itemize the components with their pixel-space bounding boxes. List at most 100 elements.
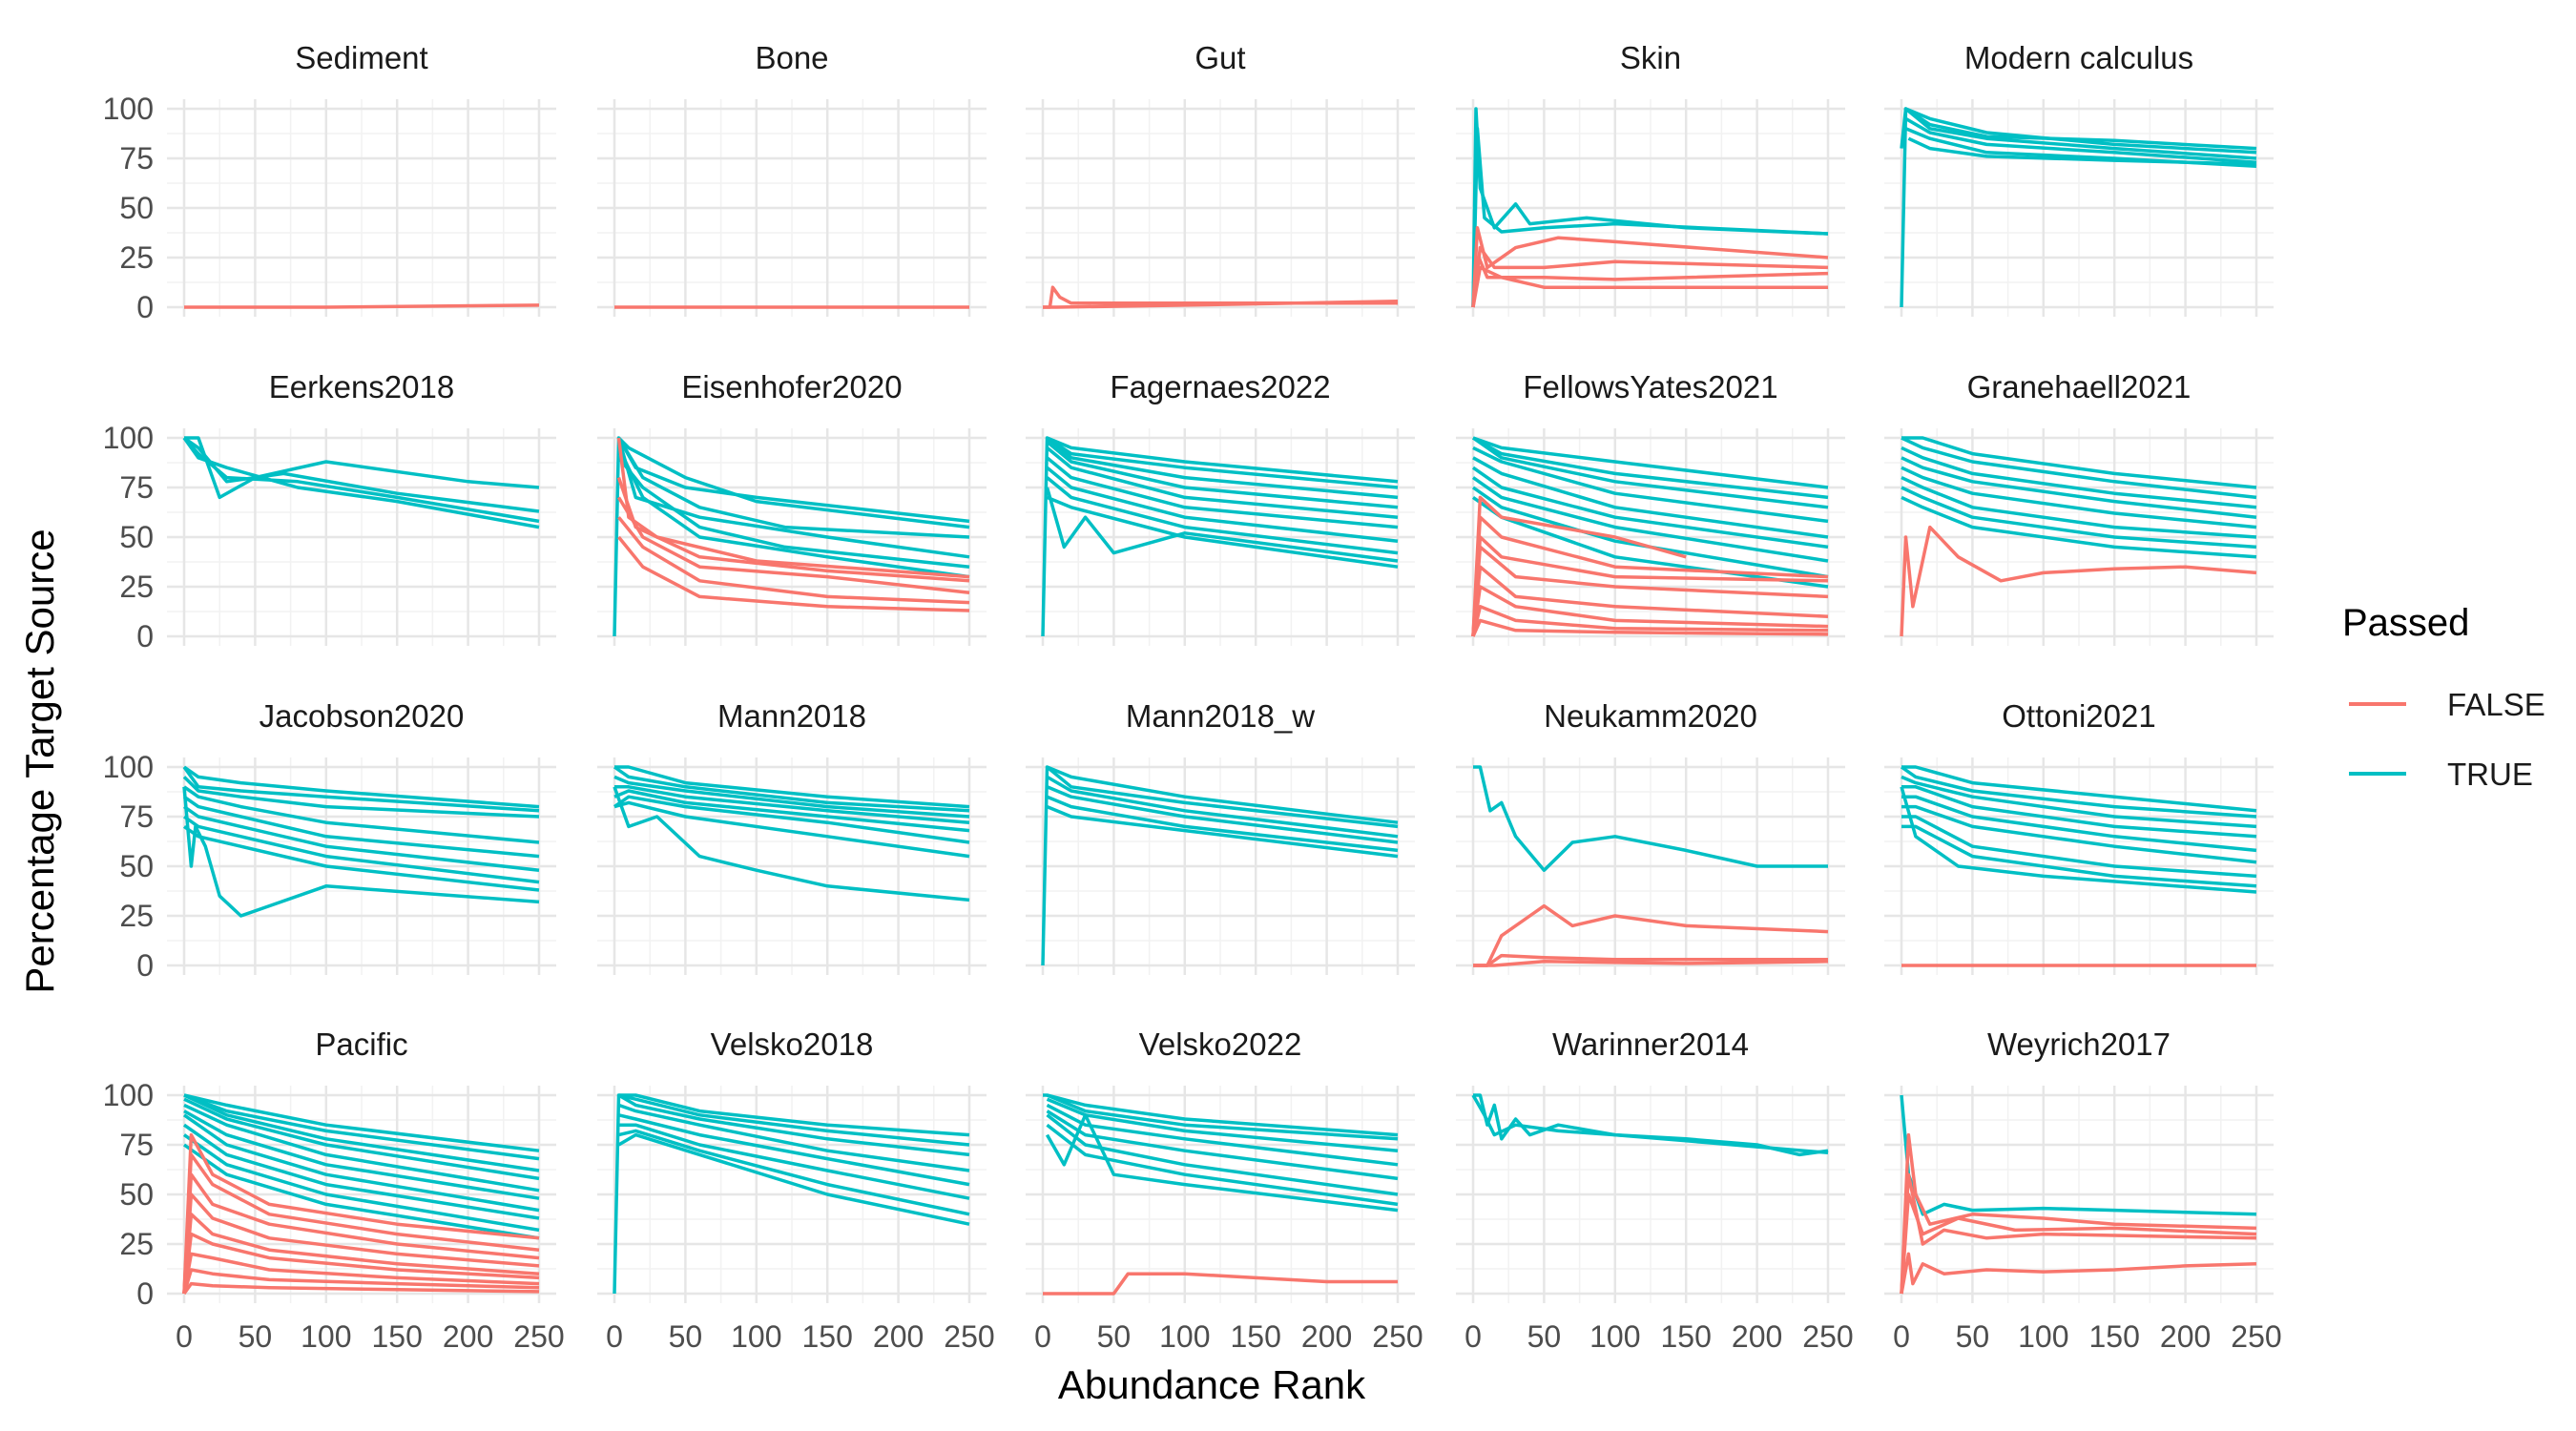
series-line-false [182,1281,540,1296]
x-tick-label: 50 [669,1319,703,1354]
y-tick-label: 100 [103,750,154,784]
x-tick-label: 0 [1893,1319,1910,1354]
facet-granehaell2021: Granehaell2021 [1884,369,2274,646]
series-line-false [1900,1172,2257,1295]
series-line-false [617,535,970,612]
series-line-true [1046,1097,1399,1152]
y-tick-label: 0 [136,948,154,983]
series-line-true [183,1110,540,1200]
series-line-true [1046,495,1399,569]
series-line-true [1046,775,1399,839]
facet-eisenhofer2020: Eisenhofer2020 [597,369,987,646]
series-line-true [616,446,970,579]
series-line-true [1041,765,1399,966]
y-tick-label: 50 [119,520,154,554]
series-line-true [1901,804,2257,864]
series-line-false [182,1232,540,1295]
series-line-true [1901,456,2257,519]
series-line-true [1046,1093,1399,1141]
facet-title: Bone [755,40,828,75]
series-line-true [1471,476,1829,563]
y-tick-label: 50 [119,191,154,225]
series-line-false [1900,525,2257,637]
series-line-true [1901,775,2257,829]
series-line-true [617,1103,970,1172]
series-line-false [616,477,970,583]
series-line-true [182,436,540,529]
series-line-true [1901,765,2257,813]
x-tick-label: 150 [802,1319,853,1354]
series-line-true [614,785,970,824]
y-tick-label: 50 [119,1177,154,1212]
y-tick-label: 100 [103,421,154,455]
series-line-true [617,1132,970,1226]
facet-title: Granehaell2021 [1967,369,2192,404]
series-line-true [1046,785,1399,844]
series-line-false [617,496,970,594]
x-tick-label: 250 [944,1319,994,1354]
facet-title: Jacobson2020 [260,698,465,734]
x-tick-label: 100 [1589,1319,1640,1354]
series-line-true [1473,765,1828,872]
x-tick-label: 250 [1372,1319,1423,1354]
series-line-true [182,776,540,819]
series-line-true [183,1093,540,1152]
series-line-false [1473,960,1829,967]
y-tick-label: 75 [119,1128,154,1162]
facet-velsko2018: Velsko2018 0 50 100 150 200 250 [597,1027,995,1354]
y-axis-title: Percentage Target Source [17,529,62,993]
y-tick-label: 75 [119,141,154,176]
series-line-true [1472,446,1829,524]
series-line-true [618,1113,970,1187]
x-tick-label: 50 [239,1319,273,1354]
x-tick-label: 0 [1465,1319,1482,1354]
x-tick-label: 50 [1097,1319,1132,1354]
series-line-false [1471,565,1829,637]
series-line-true [617,437,970,539]
series-line-true [182,1133,540,1233]
facet-title: Warinner2014 [1552,1027,1749,1062]
series-line-false [182,1213,540,1295]
series-line-true [1901,436,2257,489]
legend-label-true: TRUE [2447,757,2533,792]
facet-title: Eerkens2018 [269,369,454,404]
series-line-true [1900,765,2257,819]
x-tick-label: 200 [873,1319,924,1354]
x-tick-label: 150 [1231,1319,1281,1354]
series-line-true [613,789,970,833]
facet-warinner2014: Warinner2014 0 50 100 150 200 250 [1456,1027,1854,1354]
series-line-false [1900,1132,2257,1295]
facet-velsko2022: Velsko2022 0 50 100 150 200 250 [1026,1027,1423,1354]
x-tick-label: 150 [372,1319,423,1354]
series-line-true [1473,1093,1829,1157]
series-line-false [1471,265,1828,308]
x-tick-label: 50 [1527,1319,1562,1354]
x-tick-label: 250 [1802,1319,1853,1354]
series-line-true [1901,486,2257,550]
x-tick-label: 0 [606,1319,623,1354]
facet-ottoni2021: Ottoni2021 [1884,698,2274,975]
series-line-false [1471,226,1829,308]
series-line-false [184,303,540,309]
facet-title: Velsko2022 [1139,1027,1302,1062]
y-tick-label: 25 [119,570,154,604]
facet-eerkens2018: Eerkens2018 0 25 50 75 100 [103,369,556,653]
series-line-true [182,1113,540,1213]
facet-title: Ottoni2021 [2002,698,2155,734]
series-line-true [1901,785,2257,839]
series-line-true [614,765,970,809]
series-line-true [182,765,540,813]
series-line-true [182,786,540,918]
series-line-true [1046,456,1399,529]
series-line-true [1046,440,1399,509]
y-tick-label: 50 [119,849,154,883]
facet-title: Gut [1195,40,1245,75]
facet-title: Fagernaes2022 [1110,369,1330,404]
series-line-true [1046,466,1399,543]
facet-pacific: Pacific 0 25 50 75 100 0 50 100 150 200 250 [103,1027,565,1354]
series-line-true [1904,107,2257,151]
series-line-false [182,1192,540,1295]
series-line-true [1472,456,1829,539]
series-line-true [1904,116,2257,164]
